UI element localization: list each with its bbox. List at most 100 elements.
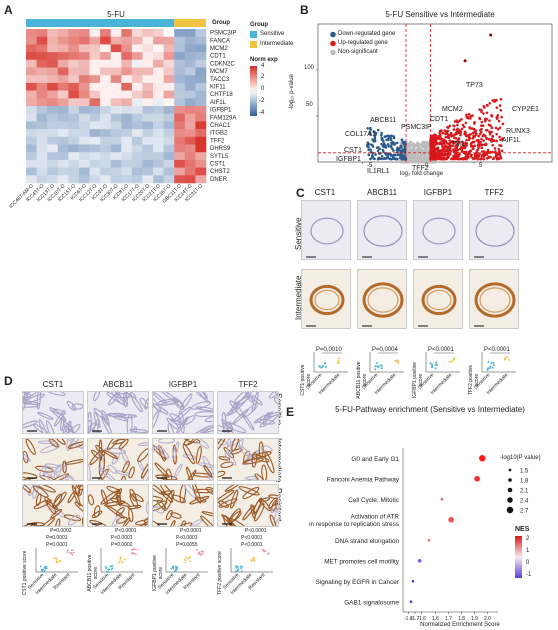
group-legend-title: Group — [250, 22, 268, 28]
heatmap-cell — [36, 59, 48, 68]
point-ns — [407, 153, 410, 157]
c-col-abcb11: ABCB11 — [366, 188, 398, 197]
point-up — [456, 123, 459, 127]
heatmap-cell — [184, 144, 196, 153]
heatmap-cell — [121, 98, 133, 107]
heatmap-cell — [100, 121, 112, 130]
heatmap-cell — [153, 159, 164, 168]
heatmap-cell — [153, 175, 164, 184]
heatmap-cell — [195, 67, 207, 76]
point-down — [391, 157, 395, 160]
enrichment-dot — [474, 475, 480, 482]
heatmap-cell — [110, 152, 122, 161]
heatmap-cell — [68, 152, 80, 161]
color-legend-title: NES — [515, 526, 530, 533]
heatmap-cell — [142, 167, 154, 176]
volcano-xtick: -5 — [367, 163, 373, 169]
heatmap-cell — [68, 90, 80, 99]
point-up — [501, 122, 505, 126]
heatmap-cell — [26, 36, 37, 45]
point-down — [380, 133, 383, 137]
point-ns — [426, 141, 429, 144]
c-ihc-tile — [413, 200, 463, 260]
heatmap-cell — [57, 121, 69, 130]
point-down — [400, 151, 404, 154]
heatmap-cell — [57, 98, 69, 107]
heatmap-cell — [121, 52, 133, 61]
heatmap-cell — [78, 29, 90, 37]
heatmap-cell — [89, 159, 101, 168]
point-down — [392, 136, 396, 140]
heatmap-cell — [131, 52, 143, 61]
point-ns — [414, 148, 418, 152]
point-down — [390, 134, 393, 138]
point-up — [472, 134, 475, 138]
heatmap-cell — [89, 59, 101, 68]
point-up — [475, 151, 479, 154]
heatmap-cell — [121, 82, 133, 91]
point-ns — [423, 141, 426, 144]
point-up — [483, 143, 487, 146]
heatmap-cell — [68, 29, 80, 37]
point-up — [483, 106, 486, 109]
point-up — [490, 126, 494, 130]
point-up — [456, 148, 460, 152]
heatmap-cell — [89, 144, 101, 153]
heatmap-cell — [26, 90, 37, 99]
c-point-intermediate — [394, 359, 397, 362]
heatmap-cell — [100, 67, 112, 76]
point-up — [483, 150, 486, 153]
point-up — [467, 112, 471, 116]
point-up — [499, 144, 503, 148]
heatmap-cell — [121, 75, 133, 84]
heatmap-cell — [57, 59, 69, 68]
heatmap-cell — [100, 159, 112, 168]
point-ns — [417, 149, 420, 153]
gene-name: PSMC3IP — [210, 31, 236, 37]
point-up — [482, 112, 485, 115]
point-ns — [412, 143, 416, 146]
point-up — [463, 132, 467, 136]
heatmap-cell — [26, 44, 37, 53]
heatmap-cell — [26, 159, 37, 168]
heatmap-cell — [163, 98, 175, 107]
point-up — [461, 123, 465, 127]
heatmap-cell — [110, 44, 122, 53]
heatmap-cell — [78, 52, 90, 61]
point-up — [458, 152, 461, 156]
heatmap-cell — [36, 75, 48, 84]
norm-tick: 4 — [261, 63, 265, 69]
heatmap-cell — [121, 175, 133, 184]
point-up — [465, 142, 469, 145]
heatmap-cell — [89, 44, 101, 53]
heatmap-cell — [68, 98, 80, 107]
point-up — [437, 156, 440, 159]
heatmap-cell — [78, 129, 90, 138]
heatmap-cell — [26, 136, 37, 145]
gene-name: AIF1L — [210, 100, 227, 106]
point-up — [446, 156, 450, 159]
gene-name: CST1 — [210, 162, 226, 168]
heatmap-cell — [153, 167, 164, 176]
point-up — [450, 157, 453, 161]
point-up — [460, 157, 463, 161]
heatmap-cell — [142, 144, 154, 153]
gene-label-col17a1: COL17A1 — [345, 131, 376, 138]
point-down — [369, 157, 372, 161]
heatmap-cell — [47, 121, 59, 130]
heatmap-cell — [195, 90, 207, 99]
legend-dot — [330, 49, 336, 56]
c-point-sensitive — [434, 367, 437, 370]
point-up — [454, 155, 457, 159]
heatmap-cell — [174, 44, 186, 53]
heatmap-cell — [36, 36, 48, 45]
heatmap-cell — [131, 144, 143, 153]
point-up — [490, 114, 494, 118]
heatmap-cell — [78, 36, 90, 45]
heatmap-cell — [68, 59, 80, 68]
heatmap-cell — [131, 159, 143, 168]
point-down — [402, 157, 406, 160]
point-ns — [425, 159, 428, 162]
heatmap-cell — [131, 67, 143, 76]
